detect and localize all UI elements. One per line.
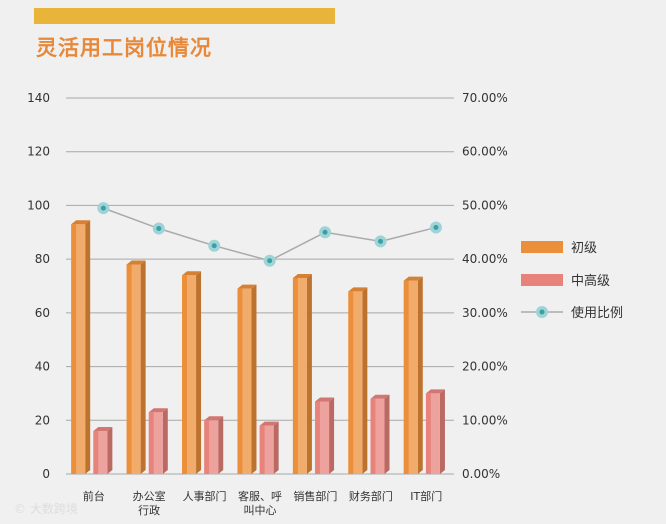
bar-side	[196, 271, 202, 474]
bar-top	[126, 260, 146, 265]
line-point-center	[211, 243, 217, 249]
bar-side	[273, 421, 279, 474]
bar-top	[315, 397, 335, 402]
bar-top	[403, 276, 423, 281]
bar-shade	[126, 264, 132, 474]
bar-top	[148, 408, 168, 413]
y-tick-label-right: 20.00%	[462, 360, 508, 374]
y-tick-label-right: 0.00%	[462, 467, 500, 481]
x-tick-label: 客服、呼	[238, 489, 282, 503]
x-tick-label: IT部门	[410, 489, 442, 503]
x-tick-label: 销售部门	[293, 489, 337, 503]
bar-shade	[71, 224, 77, 474]
x-tick-label: 财务部门	[349, 489, 393, 503]
line-point-center	[322, 229, 328, 235]
bar-side	[162, 408, 168, 474]
line-point-center	[100, 205, 106, 211]
bar-shade	[182, 275, 187, 474]
line-point-center	[156, 226, 162, 232]
bar-top	[237, 284, 257, 289]
line-point-center	[378, 238, 384, 244]
watermark: © 大数跨境	[14, 502, 78, 516]
y-tick-label-left: 80	[35, 252, 50, 266]
bar-shade	[93, 431, 99, 474]
y-tick-label-right: 40.00%	[462, 252, 508, 266]
bar-top	[425, 389, 445, 394]
y-tick-label-left: 0	[42, 467, 50, 481]
header-accent-bar	[34, 8, 335, 24]
y-tick-label-right: 50.00%	[462, 198, 508, 212]
series-line-usage-ratio	[103, 207, 437, 262]
bar-side	[417, 276, 423, 474]
bar-shade	[204, 420, 210, 474]
line-point-center	[267, 258, 273, 264]
legend-label: 初级	[571, 241, 597, 256]
bar-side	[306, 273, 312, 474]
y-tick-label-right: 70.00%	[462, 91, 508, 105]
y-tick-label-left: 20	[35, 413, 50, 427]
bar-top	[204, 416, 224, 421]
legend-label: 使用比例	[571, 305, 623, 321]
y-tick-label-left: 40	[35, 360, 50, 374]
y-tick-label-right: 10.00%	[462, 413, 508, 427]
bar-top	[370, 394, 390, 399]
x-tick-label: 办公室	[133, 489, 166, 503]
y-tick-label-left: 140	[27, 91, 50, 105]
bar-side	[439, 389, 445, 474]
bar-side	[329, 397, 335, 474]
x-tick-label: 叫中心	[244, 504, 277, 517]
bar-side	[362, 287, 368, 474]
legend-marker-center	[539, 309, 545, 315]
bar-shade	[403, 280, 409, 474]
bar-side	[251, 284, 257, 474]
bar-top	[292, 273, 312, 278]
bar-shade	[237, 288, 243, 474]
y-tick-label-left: 100	[27, 198, 50, 212]
bar-shade	[148, 412, 154, 474]
bar-top	[71, 220, 91, 225]
bar-shade	[259, 425, 265, 474]
x-tick-label: 前台	[83, 489, 105, 503]
y-tick-label-right: 60.00%	[462, 145, 508, 159]
legend-swatch	[521, 274, 563, 286]
bar-shade	[348, 291, 354, 474]
bar-side	[384, 394, 390, 474]
bar-shade	[315, 401, 320, 474]
bar-side	[140, 260, 146, 474]
bar-side	[107, 427, 113, 474]
y-tick-label-left: 60	[35, 306, 50, 320]
bar-top	[259, 421, 279, 426]
legend-swatch	[521, 241, 563, 253]
bar-top	[182, 271, 202, 276]
bar-top	[348, 287, 368, 292]
y-tick-label-right: 30.00%	[462, 306, 508, 320]
chart-title: 灵活用工岗位情况	[36, 36, 212, 60]
line-point-center	[433, 224, 439, 230]
x-tick-label: 人事部门	[183, 489, 227, 503]
legend-label: 中高级	[571, 273, 610, 289]
bar-side	[85, 220, 91, 474]
bar-top	[93, 427, 113, 432]
x-tick-label: 行政	[138, 503, 160, 517]
y-tick-label-left: 120	[27, 145, 50, 159]
bar-side	[218, 416, 224, 474]
bar-shade	[370, 398, 376, 474]
bar-shade	[292, 277, 298, 474]
bar-shade	[425, 393, 431, 474]
